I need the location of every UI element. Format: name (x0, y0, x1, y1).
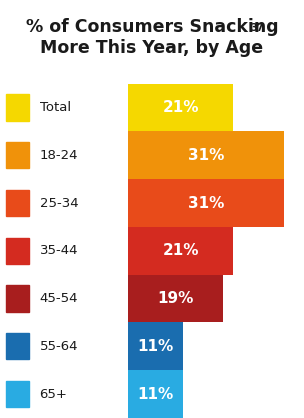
Text: 35-44: 35-44 (40, 244, 78, 257)
Text: 11%: 11% (137, 387, 174, 402)
Text: 55-64: 55-64 (40, 340, 78, 353)
Text: 45-54: 45-54 (40, 292, 78, 305)
Bar (128, 131, 284, 179)
Text: 11%: 11% (137, 339, 174, 354)
Bar (128, 275, 223, 322)
Bar (6, 142, 29, 168)
Text: 37: 37 (251, 23, 264, 33)
Text: 65+: 65+ (40, 387, 67, 400)
Text: Total: Total (40, 101, 71, 114)
Text: 21%: 21% (162, 243, 199, 258)
Bar (6, 190, 29, 216)
Text: % of Consumers Snacking
More This Year, by Age: % of Consumers Snacking More This Year, … (26, 18, 278, 57)
Text: 31%: 31% (188, 148, 224, 163)
Bar (6, 285, 29, 312)
Bar (128, 322, 183, 370)
Bar (6, 94, 29, 121)
Bar (6, 381, 29, 407)
Text: 18-24: 18-24 (40, 149, 78, 162)
Bar (128, 179, 284, 227)
Bar (128, 227, 233, 275)
Bar (6, 238, 29, 264)
Text: 21%: 21% (162, 100, 199, 115)
Text: 31%: 31% (188, 196, 224, 211)
Bar (128, 370, 183, 418)
Bar (128, 84, 233, 131)
Bar (6, 333, 29, 359)
Text: 19%: 19% (157, 291, 194, 306)
Text: 25-34: 25-34 (40, 196, 78, 209)
